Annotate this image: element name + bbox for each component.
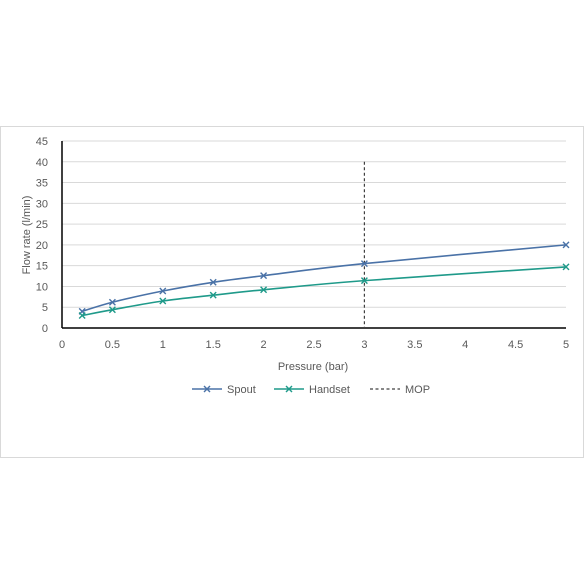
x-tick-label: 0.5 — [105, 339, 120, 351]
x-tick-label: 1 — [160, 339, 166, 351]
handset-data-point — [562, 263, 570, 271]
spout-data-point — [159, 287, 167, 295]
x-tick-label: 2 — [261, 339, 267, 351]
axes — [61, 141, 566, 329]
spout-series-line — [81, 244, 567, 313]
legend-label: Handset — [309, 384, 350, 396]
handset-series-line — [82, 266, 567, 317]
y-tick-label: 35 — [36, 178, 48, 190]
spout-data-point — [260, 272, 268, 280]
spout-data-point — [209, 278, 217, 286]
x-tick-label: 4.5 — [508, 339, 523, 351]
handset-data-point — [260, 286, 268, 294]
y-tick-label: 40 — [36, 157, 48, 169]
x-tick-label: 1.5 — [206, 339, 221, 351]
handset-data-point — [159, 297, 167, 305]
legend: Spout Handset MOP — [192, 384, 430, 396]
handset-data-point — [360, 277, 368, 285]
legend-label: Spout — [227, 384, 256, 396]
legend-marker — [285, 385, 293, 393]
y-tick-label: 20 — [36, 240, 48, 252]
x-tick-label: 0 — [59, 339, 65, 351]
y-tick-label: 25 — [36, 219, 48, 231]
x-tick-label: 2.5 — [306, 339, 321, 351]
y-tick-label: 5 — [42, 302, 48, 314]
x-tick-label: 4 — [462, 339, 468, 351]
handset-data-point — [209, 291, 217, 299]
y-tick-label: 45 — [36, 136, 48, 148]
x-tick-label: 3 — [361, 339, 367, 351]
gridlines — [62, 140, 566, 308]
y-tick-label: 0 — [42, 323, 48, 335]
spout-data-point — [108, 298, 116, 306]
x-axis-title: Pressure (bar) — [278, 361, 348, 373]
legend-item-mop: MOP — [370, 384, 430, 396]
legend-item-handset: Handset — [274, 384, 350, 396]
y-tick-label: 10 — [36, 281, 48, 293]
y-tick-label: 30 — [36, 198, 48, 210]
legend-marker — [203, 385, 211, 393]
data-series — [78, 241, 570, 320]
y-tick-label: 15 — [36, 261, 48, 273]
legend-item-spout: Spout — [192, 384, 256, 396]
handset-data-point — [108, 306, 116, 314]
y-axis-title: Flow rate (l/min) — [21, 196, 33, 275]
tick-labels: 0 5 10 15 20 25 30 35 40 45 0 0.5 1 1.5 2 2.5 3 3.5 4 4.5 5 — [36, 136, 569, 351]
x-tick-label: 3.5 — [407, 339, 422, 351]
spout-data-point — [360, 260, 368, 268]
handset-data-point — [78, 312, 86, 320]
chart-area-border — [0, 126, 584, 458]
spout-data-point — [562, 241, 570, 249]
legend-label: MOP — [405, 384, 430, 396]
x-tick-label: 5 — [563, 339, 569, 351]
